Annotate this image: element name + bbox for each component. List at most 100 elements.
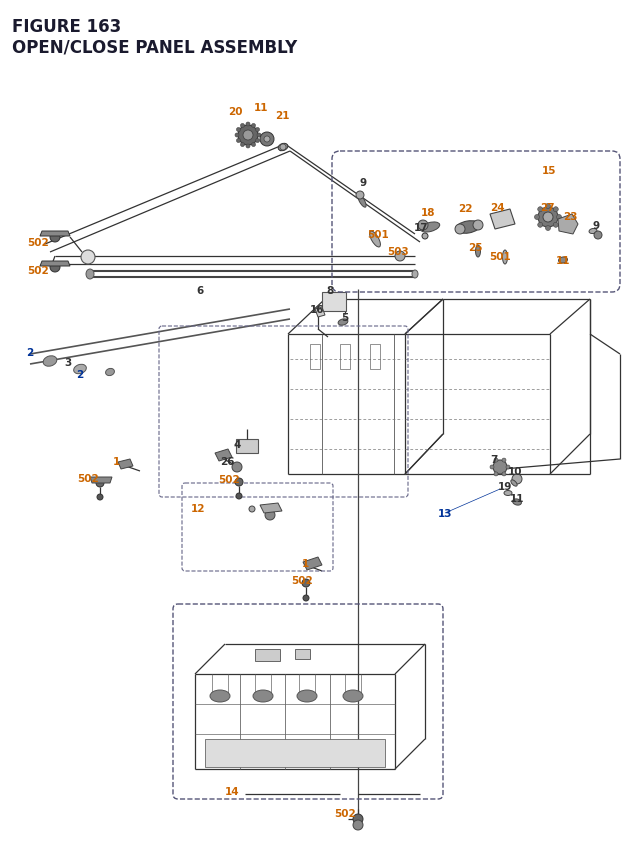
Ellipse shape [343, 691, 363, 703]
Text: 502: 502 [218, 474, 240, 485]
Circle shape [538, 208, 558, 228]
Text: 20: 20 [228, 107, 243, 117]
Circle shape [232, 462, 242, 473]
Circle shape [353, 814, 363, 824]
Circle shape [353, 820, 363, 830]
Ellipse shape [210, 691, 230, 703]
Text: 27: 27 [540, 202, 554, 213]
Circle shape [594, 232, 602, 239]
Circle shape [236, 139, 241, 143]
Ellipse shape [589, 229, 597, 234]
Bar [310, 344, 320, 369]
Polygon shape [260, 504, 282, 513]
Circle shape [502, 459, 506, 462]
Text: 19: 19 [498, 481, 512, 492]
Polygon shape [40, 232, 70, 237]
Text: 503: 503 [387, 247, 409, 257]
Circle shape [236, 493, 242, 499]
Circle shape [302, 579, 310, 587]
Circle shape [50, 263, 60, 273]
Text: 502: 502 [291, 575, 313, 585]
Circle shape [264, 137, 270, 143]
Circle shape [246, 145, 250, 149]
Circle shape [356, 192, 364, 200]
Bar [295, 649, 310, 660]
Circle shape [512, 474, 522, 485]
Text: 501: 501 [489, 251, 511, 262]
Polygon shape [558, 214, 578, 235]
Text: 502: 502 [334, 808, 356, 818]
Ellipse shape [504, 491, 512, 496]
Polygon shape [215, 449, 232, 461]
Ellipse shape [253, 691, 273, 703]
Text: 9: 9 [593, 220, 600, 231]
Text: 8: 8 [326, 286, 333, 295]
Ellipse shape [74, 365, 86, 375]
Text: 502: 502 [77, 474, 99, 483]
Circle shape [545, 204, 550, 209]
Text: 14: 14 [225, 786, 239, 796]
Circle shape [235, 479, 243, 486]
Text: 1: 1 [113, 456, 120, 467]
Circle shape [241, 144, 244, 147]
Text: 16: 16 [310, 305, 324, 314]
Circle shape [494, 473, 498, 476]
Circle shape [473, 220, 483, 231]
Text: 502: 502 [27, 238, 49, 248]
Text: 15: 15 [541, 166, 556, 176]
Circle shape [252, 144, 255, 147]
Text: 2: 2 [26, 348, 34, 357]
Circle shape [252, 124, 255, 128]
Circle shape [246, 123, 250, 127]
Circle shape [538, 208, 543, 213]
Circle shape [235, 133, 239, 138]
Circle shape [241, 124, 244, 128]
Text: 501: 501 [367, 230, 389, 239]
Circle shape [97, 494, 103, 500]
Ellipse shape [338, 319, 348, 325]
Circle shape [255, 139, 260, 143]
Text: 3: 3 [65, 357, 72, 368]
Circle shape [494, 459, 498, 462]
Circle shape [50, 232, 60, 243]
Circle shape [418, 220, 428, 231]
Ellipse shape [369, 232, 380, 248]
Circle shape [96, 480, 104, 487]
Ellipse shape [358, 195, 366, 208]
Text: 24: 24 [490, 202, 504, 213]
Ellipse shape [297, 691, 317, 703]
Circle shape [538, 223, 543, 228]
Circle shape [243, 131, 253, 141]
Text: 7: 7 [490, 455, 498, 464]
Ellipse shape [412, 270, 418, 279]
Text: 12: 12 [191, 504, 205, 513]
Polygon shape [490, 210, 515, 230]
Text: 21: 21 [275, 111, 289, 121]
Circle shape [553, 208, 558, 213]
Circle shape [395, 251, 405, 262]
Ellipse shape [43, 356, 57, 367]
Polygon shape [118, 460, 133, 469]
Circle shape [543, 213, 553, 223]
Text: 9: 9 [360, 177, 367, 188]
Text: 23: 23 [563, 212, 577, 222]
Bar [340, 344, 350, 369]
Bar [205, 739, 385, 767]
Circle shape [280, 145, 286, 151]
Polygon shape [40, 262, 70, 267]
Text: 11: 11 [509, 493, 524, 504]
Ellipse shape [456, 221, 481, 234]
Text: OPEN/CLOSE PANEL ASSEMBLY: OPEN/CLOSE PANEL ASSEMBLY [12, 38, 297, 56]
Circle shape [493, 461, 507, 474]
Ellipse shape [502, 251, 508, 264]
Ellipse shape [278, 144, 288, 152]
Text: 22: 22 [458, 204, 472, 214]
Text: 17: 17 [413, 223, 428, 232]
Text: 10: 10 [508, 467, 522, 476]
Circle shape [257, 133, 261, 138]
Circle shape [490, 466, 494, 469]
Circle shape [255, 128, 260, 133]
Text: 2: 2 [76, 369, 84, 380]
Text: 1: 1 [301, 558, 308, 568]
Text: 5: 5 [341, 313, 349, 323]
